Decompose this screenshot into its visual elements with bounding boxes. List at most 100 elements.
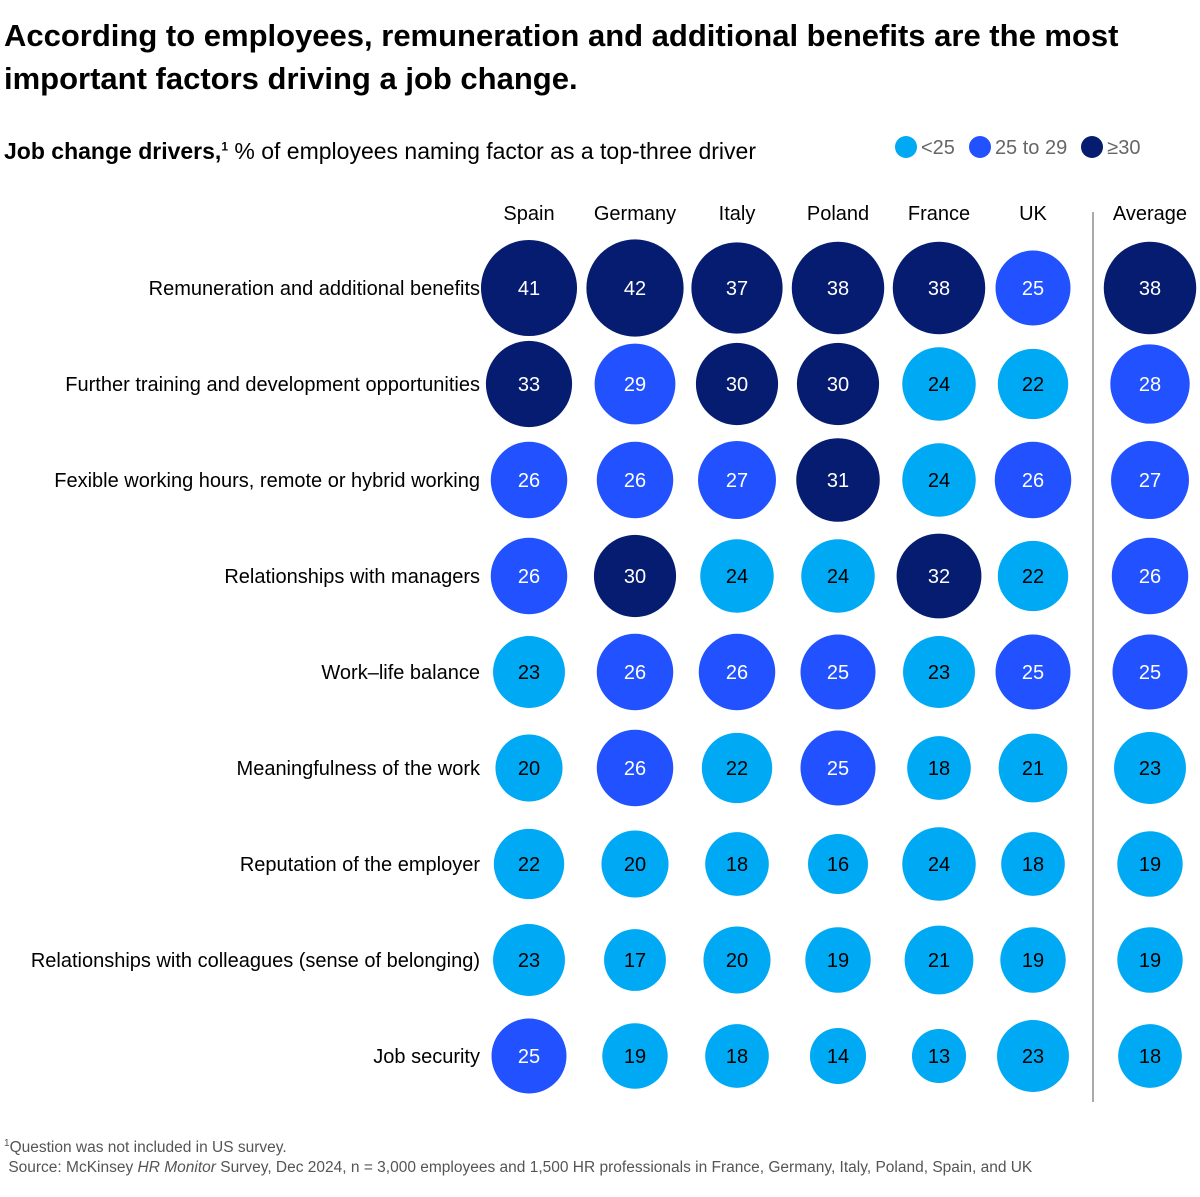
bubble bbox=[695, 342, 779, 426]
bubble bbox=[1117, 831, 1183, 897]
bubble-value: 33 bbox=[518, 374, 540, 396]
bubble bbox=[1112, 634, 1188, 710]
subtitle-footnote-marker: 1 bbox=[221, 139, 228, 154]
bubble bbox=[808, 834, 868, 894]
bubble-value: 25 bbox=[827, 662, 849, 684]
bubble bbox=[700, 539, 774, 613]
bubble bbox=[1103, 241, 1197, 335]
bubble bbox=[493, 924, 565, 996]
bubble-value: 23 bbox=[518, 950, 540, 972]
bubble-value: 22 bbox=[726, 758, 748, 780]
bubble-value: 38 bbox=[1139, 278, 1161, 300]
bubble bbox=[491, 1018, 567, 1094]
source-text-end: Survey, Dec 2024, n = 3,000 employees an… bbox=[215, 1159, 1033, 1177]
bubble-value: 22 bbox=[1022, 566, 1044, 588]
bubble bbox=[485, 340, 573, 428]
bubble-value: 22 bbox=[1022, 374, 1044, 396]
legend-item-low: <25 bbox=[895, 136, 955, 160]
bubble bbox=[1110, 344, 1190, 424]
source-text: Source: McKinsey bbox=[8, 1159, 138, 1177]
bubble bbox=[997, 348, 1069, 420]
bubble bbox=[997, 540, 1069, 612]
bubble-value: 20 bbox=[624, 854, 646, 876]
bubble-value: 22 bbox=[518, 854, 540, 876]
bubble-value: 18 bbox=[1139, 1046, 1161, 1068]
row-label: Further training and development opportu… bbox=[65, 374, 480, 396]
bubble-value: 37 bbox=[726, 278, 748, 300]
bubble bbox=[791, 241, 885, 335]
column-header: UK bbox=[1019, 203, 1047, 225]
legend-swatch bbox=[968, 136, 991, 158]
chart-title: According to employees, remuneration and… bbox=[4, 18, 1119, 96]
row-label: Meaningfulness of the work bbox=[237, 758, 481, 780]
bubble-value: 18 bbox=[928, 758, 950, 780]
bubble bbox=[902, 827, 976, 901]
bubble-value: 27 bbox=[726, 470, 748, 492]
bubble bbox=[800, 730, 876, 806]
bubble bbox=[1117, 927, 1183, 993]
row-label: Job security bbox=[373, 1046, 480, 1068]
legend-swatch bbox=[895, 136, 917, 158]
bubble-value: 20 bbox=[726, 950, 748, 972]
bubble-value: 19 bbox=[827, 950, 849, 972]
bubble-value: 23 bbox=[518, 662, 540, 684]
bubble bbox=[601, 830, 669, 898]
bubble-value: 21 bbox=[1022, 758, 1044, 780]
bubble-value: 20 bbox=[518, 758, 540, 780]
row-label: Remuneration and additional benefits bbox=[149, 278, 480, 300]
footnote-marker: 1 bbox=[4, 1138, 10, 1149]
bubble-value: 19 bbox=[1022, 950, 1044, 972]
chart-subtitle: Job change drivers,1 % of employees nami… bbox=[4, 138, 756, 165]
bubble bbox=[480, 239, 578, 337]
bubble bbox=[907, 736, 971, 800]
bubble bbox=[911, 1028, 967, 1084]
row-label: Fexible working hours, remote or hybrid … bbox=[54, 470, 480, 492]
bubble bbox=[903, 636, 975, 708]
legend-item-high: ≥30 bbox=[1081, 136, 1140, 160]
bubble-value: 41 bbox=[518, 278, 540, 300]
bubble-value: 26 bbox=[518, 470, 540, 492]
subtitle-bold: Job change drivers, bbox=[4, 138, 222, 164]
footnotes: 1Question was not included in US survey.… bbox=[4, 1134, 1032, 1178]
bubble-value: 38 bbox=[827, 278, 849, 300]
bubble-value: 25 bbox=[1022, 278, 1044, 300]
bubble bbox=[705, 1024, 769, 1088]
column-header: Average bbox=[1113, 203, 1187, 225]
bubble bbox=[604, 929, 666, 991]
bubble-value: 25 bbox=[1022, 662, 1044, 684]
row-label: Reputation of the employer bbox=[240, 854, 480, 876]
bubble-value: 25 bbox=[518, 1046, 540, 1068]
bubble bbox=[994, 441, 1072, 519]
legend-label: <25 bbox=[921, 137, 955, 159]
bubble bbox=[602, 1023, 668, 1089]
legend-label: 25 to 29 bbox=[994, 137, 1068, 159]
column-header: Germany bbox=[594, 203, 676, 225]
bubble-value: 26 bbox=[518, 566, 540, 588]
bubble bbox=[998, 733, 1068, 803]
bubble-value: 42 bbox=[624, 278, 646, 300]
bubble bbox=[1111, 441, 1189, 519]
column-header: Poland bbox=[807, 203, 869, 225]
bubble-value: 23 bbox=[1139, 758, 1161, 780]
bubble bbox=[698, 633, 776, 711]
bubble-value: 29 bbox=[624, 374, 646, 396]
bubble bbox=[701, 732, 773, 804]
bubble bbox=[493, 828, 565, 900]
bubble-value: 16 bbox=[827, 854, 849, 876]
bubble-value: 26 bbox=[624, 470, 646, 492]
bubble-value: 28 bbox=[1139, 374, 1161, 396]
bubble-value: 19 bbox=[624, 1046, 646, 1068]
bubble bbox=[586, 239, 684, 337]
bubble bbox=[1001, 832, 1065, 896]
legend-item-mid: 25 to 29 bbox=[968, 136, 1068, 160]
bubble bbox=[703, 926, 771, 994]
bubble bbox=[805, 927, 871, 993]
bubble-value: 25 bbox=[827, 758, 849, 780]
row-label: Work–life balance bbox=[321, 662, 480, 684]
bubble bbox=[596, 633, 674, 711]
footnote-text: Question was not included in US survey. bbox=[9, 1139, 287, 1157]
footnote: 1Question was not included in US survey. bbox=[4, 1134, 1032, 1158]
row-label: Relationships with managers bbox=[224, 566, 480, 588]
